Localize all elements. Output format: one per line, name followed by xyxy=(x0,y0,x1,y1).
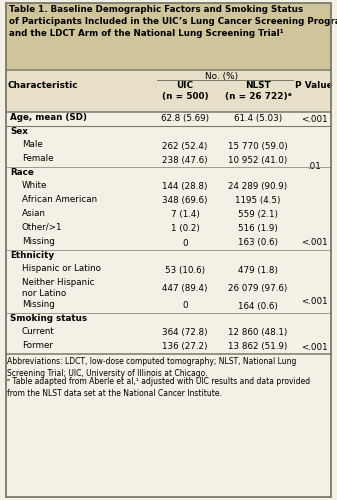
Text: 447 (89.4): 447 (89.4) xyxy=(162,284,208,292)
Text: <.001: <.001 xyxy=(301,342,327,351)
Text: Male: Male xyxy=(22,140,43,149)
FancyBboxPatch shape xyxy=(6,70,331,112)
Text: 262 (52.4): 262 (52.4) xyxy=(162,142,208,150)
Text: 144 (28.8): 144 (28.8) xyxy=(162,182,208,192)
Text: 1 (0.2): 1 (0.2) xyxy=(171,224,200,234)
Text: .01: .01 xyxy=(307,162,321,171)
Text: 348 (69.6): 348 (69.6) xyxy=(162,196,208,205)
Text: 559 (2.1): 559 (2.1) xyxy=(238,210,278,220)
Text: 10 952 (41.0): 10 952 (41.0) xyxy=(228,156,288,164)
Text: Characteristic: Characteristic xyxy=(8,81,79,90)
Text: 62.8 (5.69): 62.8 (5.69) xyxy=(161,114,209,124)
Text: 0: 0 xyxy=(182,302,188,310)
Text: 13 862 (51.9): 13 862 (51.9) xyxy=(228,342,288,351)
Text: <.001: <.001 xyxy=(301,238,327,247)
Text: <.001: <.001 xyxy=(301,297,327,306)
Text: 7 (1.4): 7 (1.4) xyxy=(171,210,200,220)
Text: Missing: Missing xyxy=(22,237,55,246)
Text: 61.4 (5.03): 61.4 (5.03) xyxy=(234,114,282,124)
Text: 1195 (4.5): 1195 (4.5) xyxy=(235,196,281,205)
Text: 479 (1.8): 479 (1.8) xyxy=(238,266,278,274)
Text: 364 (72.8): 364 (72.8) xyxy=(162,328,208,338)
Text: 164 (0.6): 164 (0.6) xyxy=(238,302,278,310)
Text: 24 289 (90.9): 24 289 (90.9) xyxy=(228,182,287,192)
Text: African American: African American xyxy=(22,195,97,204)
Text: Asian: Asian xyxy=(22,209,46,218)
Text: 26 079 (97.6): 26 079 (97.6) xyxy=(228,284,288,292)
Text: NLST
(n = 26 722)ᵃ: NLST (n = 26 722)ᵃ xyxy=(225,81,292,101)
Text: 12 860 (48.1): 12 860 (48.1) xyxy=(228,328,288,338)
Text: Current: Current xyxy=(22,327,55,336)
Text: Former: Former xyxy=(22,341,53,350)
Text: UIC
(n = 500): UIC (n = 500) xyxy=(162,81,208,101)
Text: Smoking status: Smoking status xyxy=(10,314,87,323)
Text: Neither Hispanic
nor Latino: Neither Hispanic nor Latino xyxy=(22,278,94,298)
Text: Ethnicity: Ethnicity xyxy=(10,251,54,260)
Text: Female: Female xyxy=(22,154,54,163)
Text: Hispanic or Latino: Hispanic or Latino xyxy=(22,264,101,273)
Text: Age, mean (SD): Age, mean (SD) xyxy=(10,113,87,122)
Text: 163 (0.6): 163 (0.6) xyxy=(238,238,278,248)
Text: Other/>1: Other/>1 xyxy=(22,223,62,232)
Text: ᵃ Table adapted from Aberle et al,¹ adjusted with UIC results and data provided
: ᵃ Table adapted from Aberle et al,¹ adju… xyxy=(7,377,310,398)
Text: 516 (1.9): 516 (1.9) xyxy=(238,224,278,234)
Text: Sex: Sex xyxy=(10,127,28,136)
Text: No. (%): No. (%) xyxy=(205,72,238,81)
Text: 238 (47.6): 238 (47.6) xyxy=(162,156,208,164)
Text: 0: 0 xyxy=(182,238,188,248)
FancyBboxPatch shape xyxy=(6,3,331,70)
Text: 15 770 (59.0): 15 770 (59.0) xyxy=(228,142,288,150)
Text: White: White xyxy=(22,181,48,190)
Text: Race: Race xyxy=(10,168,34,177)
Text: P Value: P Value xyxy=(295,81,333,90)
Text: 136 (27.2): 136 (27.2) xyxy=(162,342,208,351)
Text: <.001: <.001 xyxy=(301,114,327,124)
Text: Table 1. Baseline Demographic Factors and Smoking Status
of Participants Include: Table 1. Baseline Demographic Factors an… xyxy=(9,5,337,38)
Text: 53 (10.6): 53 (10.6) xyxy=(165,266,205,274)
Text: Missing: Missing xyxy=(22,300,55,309)
Text: Abbreviations: LDCT, low-dose computed tomography; NLST, National Lung
Screening: Abbreviations: LDCT, low-dose computed t… xyxy=(7,357,296,378)
